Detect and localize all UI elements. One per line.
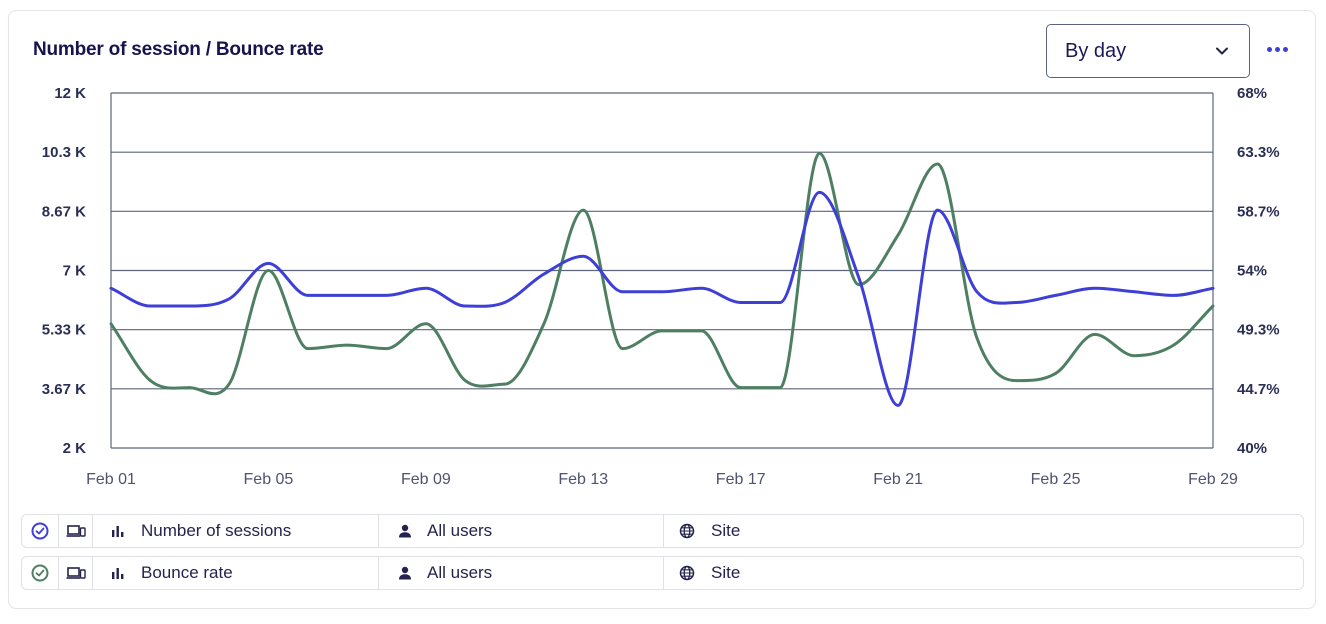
y-left-tick-label: 12 K (54, 85, 86, 102)
legend-metric-label: Number of sessions (141, 521, 292, 540)
x-tick-label: Feb 21 (873, 471, 923, 488)
user-icon (398, 515, 412, 547)
x-tick-label: Feb 29 (1188, 471, 1238, 488)
x-tick-label: Feb 25 (1031, 471, 1081, 488)
globe-icon (679, 557, 695, 589)
legend-row-bounce[interactable]: Bounce rate All users Site (21, 556, 1304, 590)
bar-chart-icon (111, 515, 125, 547)
y-right-tick-label: 40% (1237, 440, 1267, 457)
granularity-value: By day (1065, 39, 1127, 62)
bar-chart-icon (111, 557, 125, 589)
y-right-tick-label: 44.7% (1237, 381, 1280, 398)
chart-title: Number of session / Bounce rate (33, 39, 324, 60)
devices-icon (66, 515, 86, 547)
y-left-tick-label: 10.3 K (42, 144, 86, 161)
legend-metric-label: Bounce rate (141, 563, 233, 582)
line-chart: 12 K 10.3 K 8.67 K 7 K 5.33 K 3.67 K 2 K 68% 63.… (42, 85, 1280, 488)
x-tick-label: Feb 09 (401, 471, 451, 488)
y-right-tick-label: 68% (1237, 85, 1267, 102)
legend-scope-label: Site (711, 563, 741, 582)
legend-scope-label: Site (711, 521, 741, 540)
y-right-tick-label: 58.7% (1237, 203, 1280, 220)
y-left-tick-label: 7 K (63, 263, 87, 280)
y-right-tick-label: 54% (1237, 263, 1267, 280)
legend-row-sessions[interactable]: Number of sessions All users Site (21, 514, 1304, 548)
series-line-bounce-rate (109, 151, 1215, 396)
granularity-select[interactable]: By day (1046, 24, 1250, 78)
y-left-tick-label: 5.33 K (42, 322, 86, 339)
x-tick-label: Feb 01 (86, 471, 136, 488)
legend-segment-label: All users (427, 563, 493, 582)
x-tick-label: Feb 17 (716, 471, 766, 488)
chevron-down-icon (1216, 47, 1228, 55)
devices-icon (66, 557, 86, 589)
legend-segment-label: All users (427, 521, 493, 540)
globe-icon (679, 515, 695, 547)
series-line-sessions (109, 190, 1215, 407)
x-tick-label: Feb 05 (244, 471, 294, 488)
y-left-tick-label: 8.67 K (42, 203, 86, 220)
chart-card: Number of session / Bounce rate By day N… (8, 10, 1316, 609)
x-tick-label: Feb 13 (558, 471, 608, 488)
more-options-icon[interactable] (1263, 39, 1291, 59)
y-left-tick-label: 2 K (63, 440, 87, 457)
check-circle-icon[interactable] (31, 515, 49, 547)
check-circle-icon[interactable] (31, 557, 49, 589)
y-right-tick-label: 49.3% (1237, 322, 1280, 339)
user-icon (398, 557, 412, 589)
y-right-tick-label: 63.3% (1237, 144, 1280, 161)
y-left-tick-label: 3.67 K (42, 381, 86, 398)
